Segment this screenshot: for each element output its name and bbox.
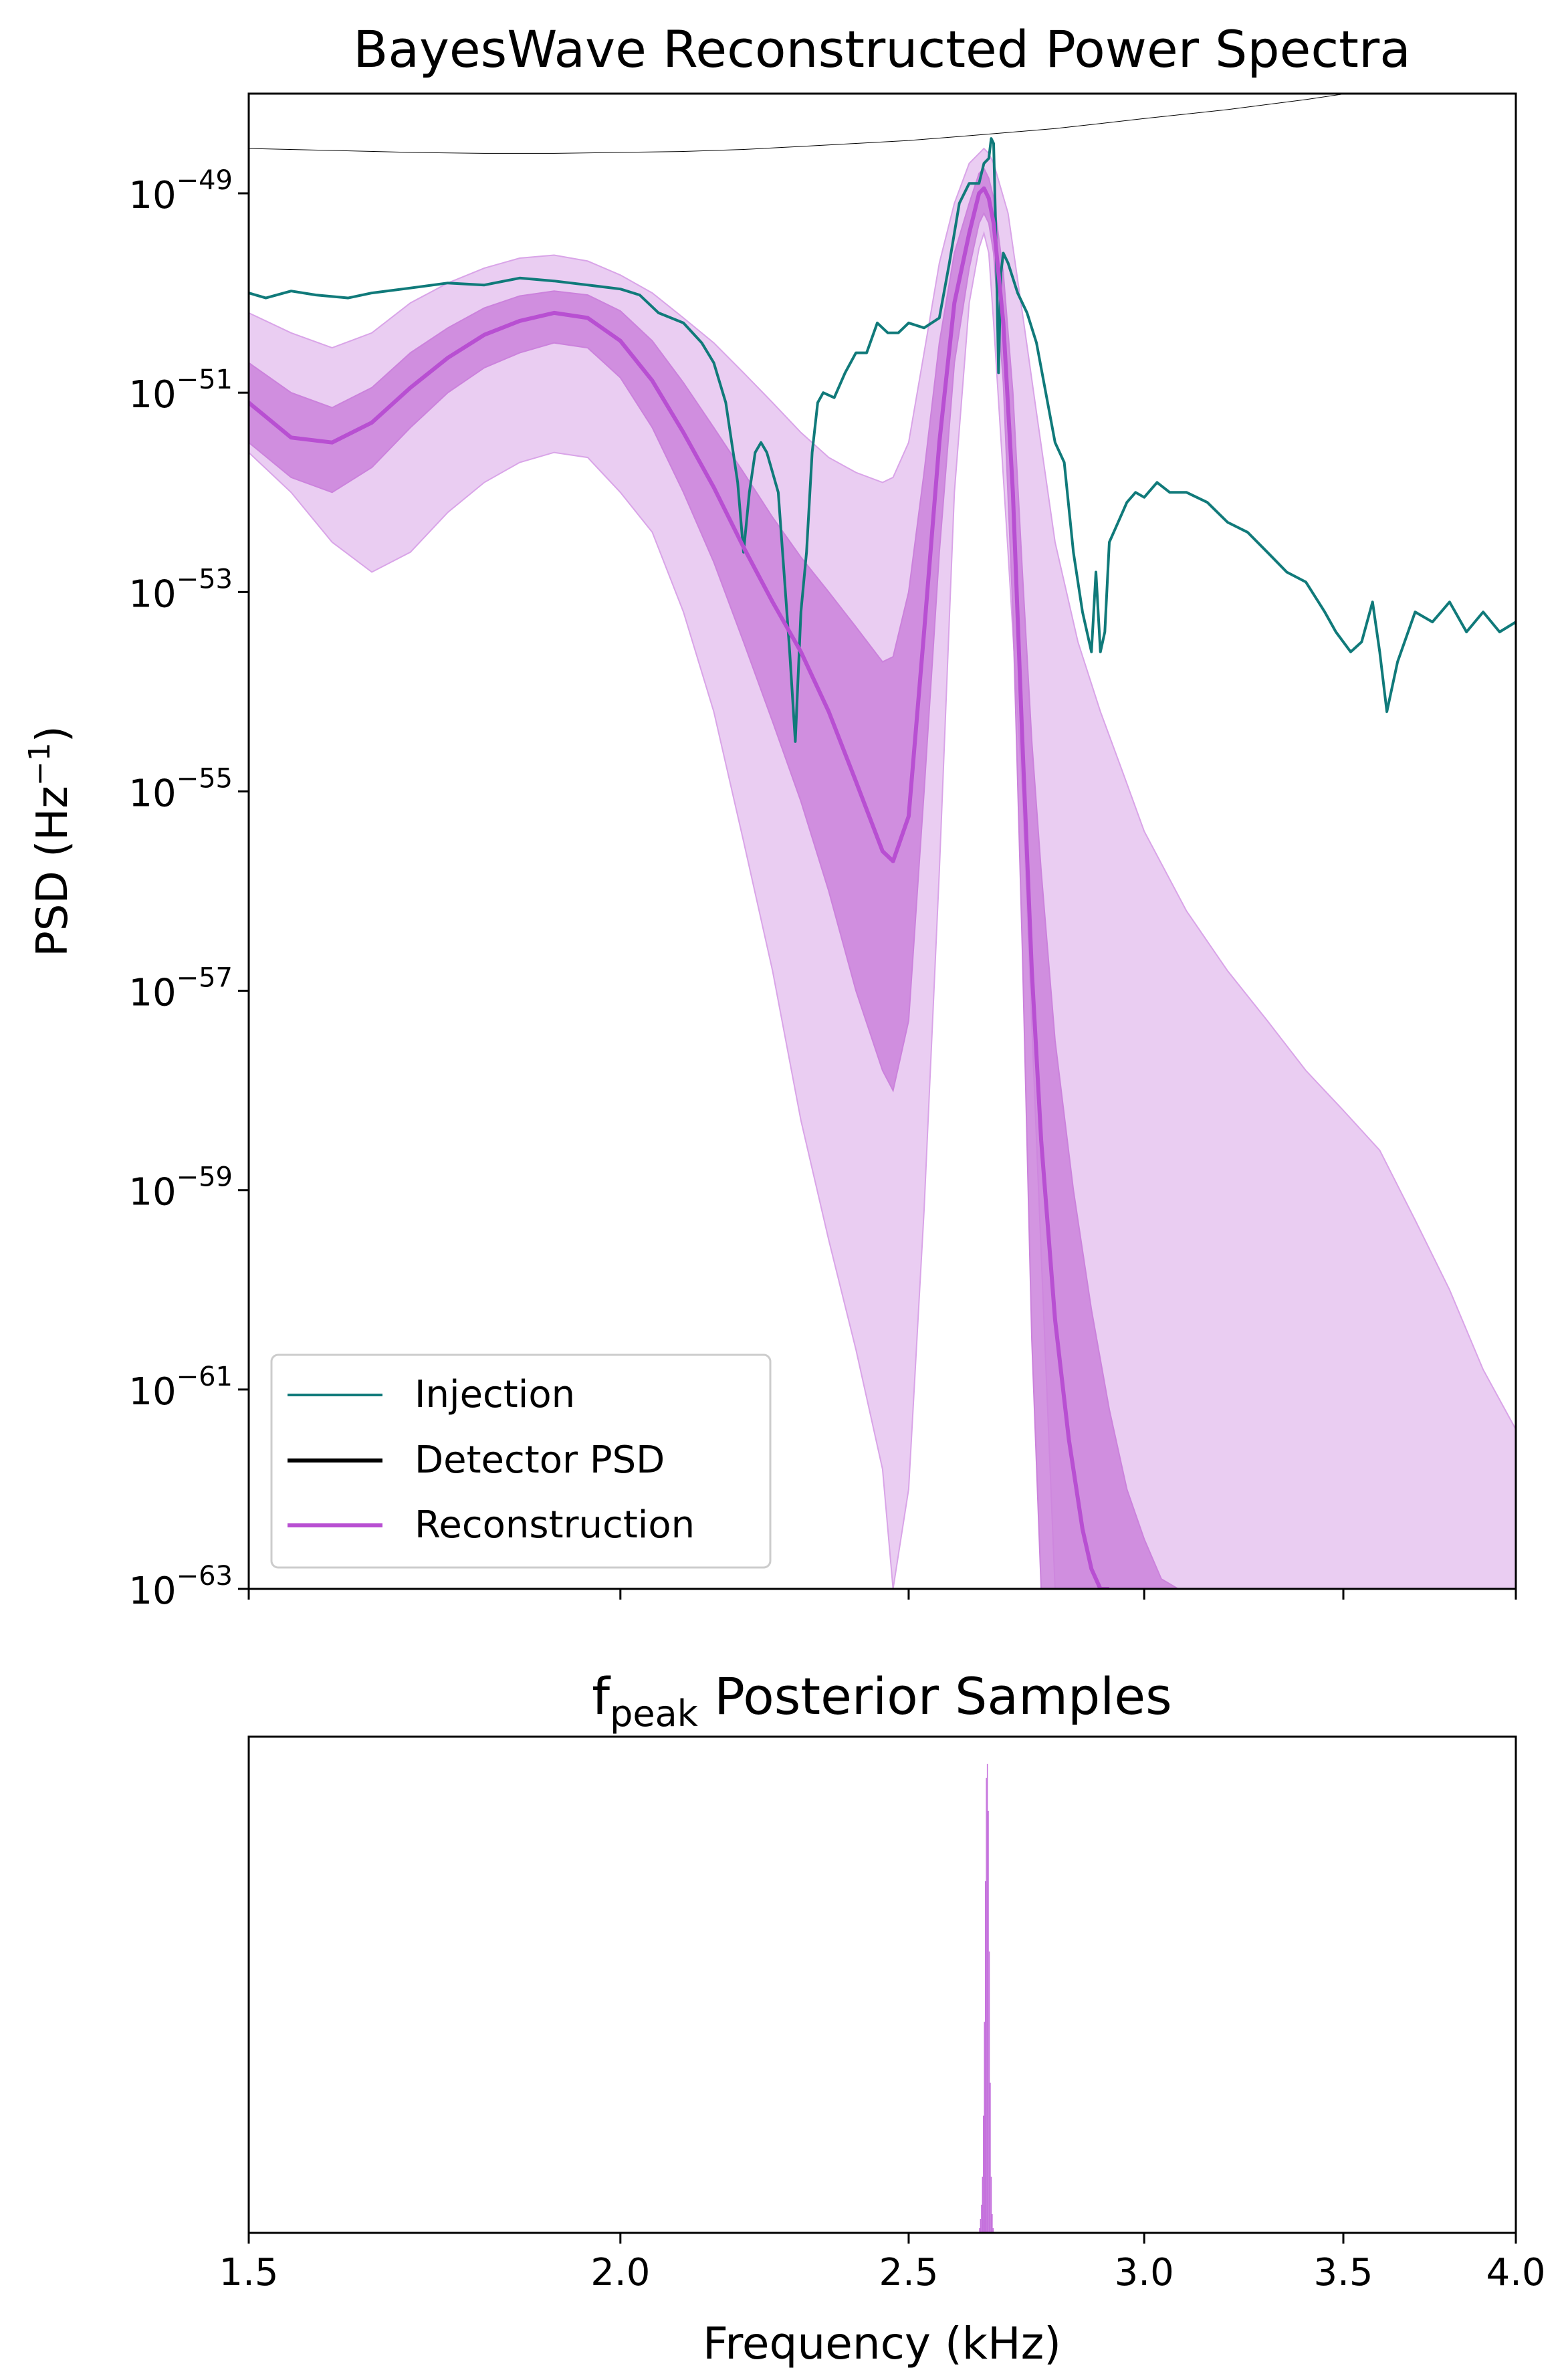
legend-box	[270, 1354, 772, 1569]
y-tick-label: 10−49	[128, 165, 233, 217]
y-axis-label: PSD (Hz−1)	[23, 726, 78, 956]
y-tick-base: 10	[128, 174, 176, 217]
histogram-bar	[986, 1763, 988, 2233]
histogram-bar	[979, 2228, 980, 2233]
bottom-title-f: f	[592, 1666, 611, 1726]
y-tick-base: 10	[128, 972, 176, 1015]
legend: Injection Detector PSD Reconstruction	[270, 1354, 772, 1569]
histogram-bar	[984, 2022, 985, 2233]
y-tick-label: 10−59	[128, 1162, 233, 1214]
y-axis-label-main: PSD (Hz	[28, 786, 78, 957]
top-x-axis-ticks	[247, 1589, 1517, 1600]
y-tick-label: 10−57	[128, 963, 233, 1015]
x-tick-label: 2.0	[590, 2251, 650, 2294]
y-tick-label: 10−61	[128, 1362, 233, 1414]
histogram-bar	[990, 2176, 992, 2233]
credible-bands	[249, 147, 1516, 1589]
x-tick-label: 3.0	[1115, 2251, 1174, 2294]
legend-label-injection: Injection	[415, 1373, 575, 1416]
y-tick-label: 10−51	[128, 364, 233, 417]
y-tick-exp: −61	[177, 1362, 233, 1392]
x-tick-label: 1.5	[219, 2251, 278, 2294]
x-tick-label: 2.5	[879, 2251, 938, 2294]
y-tick-exp: −55	[177, 763, 233, 794]
y-tick-label: 10−63	[128, 1561, 233, 1613]
y-tick-base: 10	[128, 373, 176, 417]
y-tick-base: 10	[128, 772, 176, 815]
legend-label-detector-psd: Detector PSD	[415, 1438, 665, 1482]
y-tick-exp: −49	[177, 165, 233, 196]
histogram-bars	[979, 1763, 994, 2233]
bottom-title-subscript: peak	[610, 1693, 699, 1735]
y-axis-label-exp: −1	[23, 742, 57, 786]
y-tick-exp: −63	[177, 1561, 233, 1592]
top-chart-frame	[247, 92, 1517, 1590]
y-tick-exp: −51	[177, 364, 233, 395]
bottom-chart-title: fpeak Posterior Samples	[592, 1666, 1171, 1735]
histogram-bar	[982, 2176, 984, 2233]
series-line-reconstruction	[249, 186, 1109, 1589]
bottom-title-rest: Posterior Samples	[698, 1666, 1172, 1726]
histogram-bar	[983, 2115, 984, 2233]
bottom-chart-frame	[247, 1735, 1517, 2234]
top-chart-plot	[249, 94, 1516, 1589]
y-tick-base: 10	[128, 572, 176, 616]
y-tick-exp: −53	[177, 564, 233, 594]
top-chart-title: BayesWave Reconstructed Power Spectra	[353, 19, 1411, 79]
x-tick-label: 3.5	[1313, 2251, 1373, 2294]
y-tick-exp: −57	[177, 963, 233, 994]
series-line-detector-psd	[249, 94, 1349, 154]
y-tick-base: 10	[128, 1171, 176, 1214]
x-axis-ticks: 1.5 2.0 2.5 3.0 3.5 4.0	[219, 2233, 1546, 2294]
x-axis-label: Frequency (kHz)	[703, 2318, 1061, 2369]
y-tick-base: 10	[128, 1370, 176, 1414]
y-tick-label: 10−53	[128, 564, 233, 616]
histogram-bar	[984, 1881, 986, 2233]
y-tick-label: 10−55	[128, 763, 233, 815]
series-line-injection	[249, 137, 1516, 743]
bottom-chart-plot	[979, 1763, 994, 2233]
histogram-bar	[980, 2219, 982, 2233]
y-tick-exp: −59	[177, 1162, 233, 1193]
legend-label-reconstruction: Reconstruction	[415, 1503, 695, 1547]
series-lines	[249, 94, 1516, 1589]
x-tick-label: 4.0	[1486, 2251, 1545, 2294]
y-tick-base: 10	[128, 1570, 176, 1613]
histogram-bar	[988, 1951, 990, 2233]
y-axis-label-close: )	[28, 726, 78, 742]
band-inner	[249, 167, 1180, 1589]
histogram-bar	[981, 2204, 982, 2233]
histogram-bar	[992, 2228, 994, 2233]
